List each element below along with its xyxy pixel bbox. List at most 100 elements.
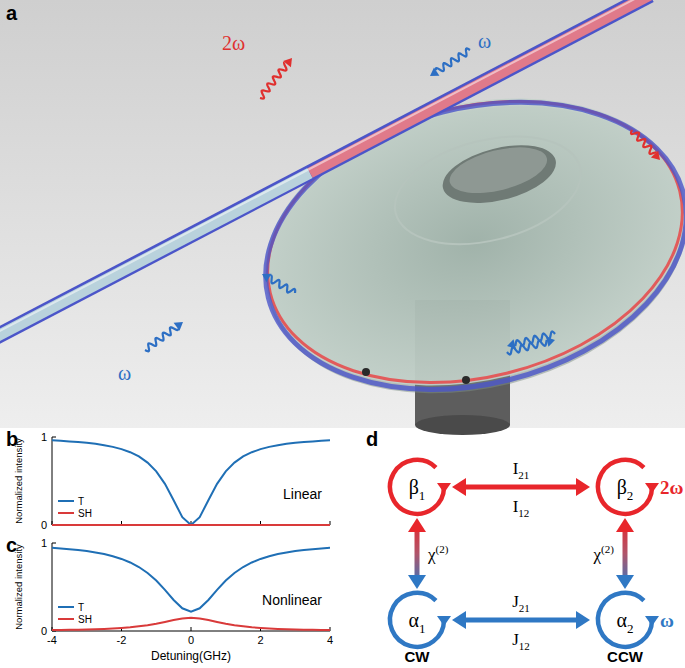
mode-arrowhead [437, 483, 451, 493]
row-label: ω [660, 610, 674, 631]
mode-circle [390, 460, 444, 514]
x-tick-label: -4 [47, 634, 57, 646]
wave-label: ω [118, 362, 131, 384]
scatterer [462, 376, 470, 384]
mode-circle [390, 593, 444, 647]
line-sh [52, 618, 330, 630]
pump-mode [235, 60, 685, 431]
x-tick-label: 4 [327, 634, 333, 646]
legend-swatch [58, 500, 74, 502]
plot-area [52, 548, 330, 630]
pump-wave [507, 340, 547, 355]
symbol-label: χ(2) [593, 543, 615, 564]
y-axis [52, 543, 53, 631]
mode-arrowhead [437, 616, 451, 626]
chart: 0 1 TSH Linear Normalized intensity [13, 431, 330, 531]
symbol-label: I12 [513, 497, 530, 519]
symbol: α [617, 609, 628, 631]
wave-label: ω [478, 30, 491, 52]
arrowhead [576, 611, 590, 629]
mode-arrowhead [645, 616, 659, 626]
legend-label: T [78, 496, 84, 507]
symbol: β [617, 476, 627, 499]
y-tick [52, 437, 56, 438]
line-t [52, 548, 330, 612]
x-tick-label: -2 [117, 634, 127, 646]
panel-label: d [366, 428, 378, 450]
subscript: 21 [518, 469, 529, 481]
y-tick [52, 543, 56, 544]
pump-wave [515, 331, 555, 346]
nonlinear-arrow [415, 530, 420, 577]
mode-circle [598, 460, 652, 514]
pump-wave-head [507, 339, 516, 349]
arrowhead [576, 478, 590, 496]
symbol: β [409, 476, 419, 499]
wave-label: 2ω [222, 32, 245, 54]
pump-wave-head [174, 322, 183, 331]
mode-arrowhead [645, 483, 659, 493]
annotation: Linear [283, 486, 322, 502]
symbol-label: β1 [409, 476, 426, 503]
disk-group [234, 56, 685, 435]
arrowhead [616, 575, 634, 589]
subscript: 21 [519, 602, 530, 614]
symbol: α [409, 609, 420, 631]
plot-area [52, 440, 330, 525]
arrowhead [408, 518, 426, 532]
arrowhead [616, 518, 634, 532]
subscript: 2 [627, 621, 634, 636]
arrowhead [452, 611, 466, 629]
pump-wave-head [430, 67, 439, 76]
waveguide-core-sh [310, 0, 650, 173]
panel-label: a [6, 2, 18, 24]
mode-circle [598, 593, 652, 647]
pump-wave-head [262, 274, 271, 283]
annotation: Nonlinear [262, 592, 322, 608]
legend-swatch [58, 618, 74, 620]
superscript: (2) [436, 543, 449, 556]
coupling-arrow [462, 485, 580, 490]
column-label: CW [405, 648, 431, 665]
sh-wave [631, 130, 657, 154]
center-post [437, 135, 562, 214]
subscript: 1 [419, 488, 426, 503]
y-tick-label: 0 [41, 519, 47, 531]
row-label: 2ω [660, 477, 684, 498]
legend-label: SH [78, 508, 92, 519]
x-tick [191, 627, 192, 631]
chart: 01-4-2024TSHNonlinearNormalized intensit… [13, 537, 333, 663]
center-post-top [445, 139, 552, 202]
legend-label: T [78, 602, 84, 613]
sh-mode [238, 60, 685, 424]
sh-wave [260, 62, 287, 98]
disk [234, 56, 685, 427]
y-axis [52, 437, 53, 525]
y-tick-label: 0 [41, 625, 47, 637]
pump-wave [270, 276, 295, 294]
figure: 2ωωωabcd01TSHLinearNormalized intensity0… [0, 0, 685, 668]
panel-d: β1β2α1α2I21I12J21J12χ(2)χ(2)2ωωCWCCW [390, 459, 683, 665]
symbol-label: α2 [617, 609, 634, 636]
y-label: Normalized intensity [13, 438, 24, 524]
scatterer [362, 368, 370, 376]
coupling-arrow [462, 618, 580, 623]
y-tick-label: 1 [41, 431, 47, 443]
line-sh [52, 524, 330, 526]
symbol-label: J12 [512, 630, 530, 652]
sh-wave-head [651, 151, 660, 160]
x-tick-label: 0 [188, 634, 194, 646]
subscript: 1 [419, 621, 426, 636]
legend-swatch [58, 606, 74, 608]
symbol-label: α1 [409, 609, 426, 636]
pump-wave [145, 327, 178, 351]
subscript: 12 [518, 507, 529, 519]
nonlinear-arrow [623, 530, 628, 577]
y-tick-label: 1 [41, 537, 47, 549]
line-t [52, 440, 330, 525]
legend-label: SH [78, 614, 92, 625]
arrowhead [452, 478, 466, 496]
sh-wave-head [283, 58, 292, 67]
symbol-label: β2 [617, 476, 634, 503]
subscript: 2 [627, 488, 634, 503]
